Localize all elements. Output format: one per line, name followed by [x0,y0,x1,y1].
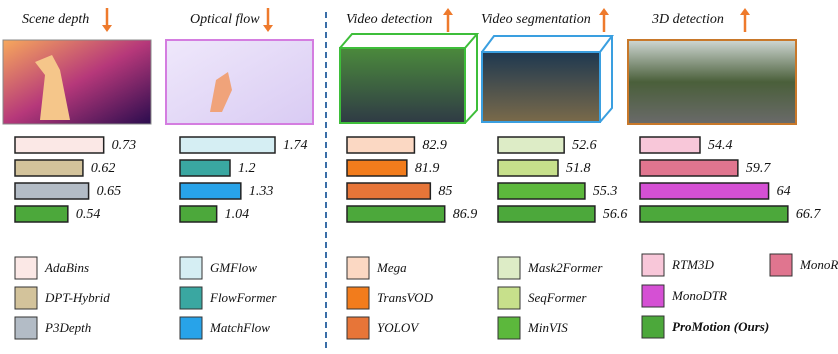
legend-swatch [497,286,521,310]
image [165,39,314,125]
bar [639,182,770,200]
value-label: 0.65 [97,184,122,199]
legend-label: SeqFormer [528,290,587,305]
legend-swatch [179,256,203,280]
legend-swatch [14,316,38,340]
image [2,39,152,125]
arrow-head [740,8,750,15]
legend-swatch [346,316,370,340]
value-label: 1.74 [283,138,308,153]
value-label: 0.62 [91,161,116,176]
value-label: 1.04 [225,207,250,222]
value-label: 54.4 [708,138,733,153]
legend-label: FlowFormer [209,290,277,305]
value-label: 82.9 [422,138,447,153]
panel-title: Optical flow [190,12,260,27]
legend-label: DPT-Hybrid [44,290,110,305]
legend-label: MonoRUn [799,257,838,272]
value-label: 1.2 [238,161,256,176]
value-label: 51.8 [566,161,591,176]
box-edge [481,35,614,123]
legend-label: MonoDTR [671,288,727,303]
value-label: 1.33 [249,184,273,199]
legend-swatch [346,286,370,310]
bar [179,182,242,200]
arrow-head [263,25,273,32]
legend-label: RTM3D [671,257,715,272]
bar [639,159,739,177]
legend-label: YOLOV [377,320,420,335]
legend-swatch [179,286,203,310]
legend-label: MinVIS [527,320,568,335]
value-label: 85 [438,184,452,199]
box-edge [339,33,480,124]
bar [639,205,789,223]
legend-label: Mega [376,260,407,275]
legend-swatch [769,253,793,277]
figure-shape [210,72,232,112]
legend-label: AdaBins [44,260,89,275]
legend-swatch [179,316,203,340]
value-label: 56.6 [603,207,628,222]
legend-swatch [14,286,38,310]
panel-title: Video detection [346,12,432,27]
bar [497,136,565,154]
legend-swatch [641,284,665,308]
arrow-head [443,8,453,15]
bar [346,159,408,177]
bar [346,205,446,223]
bar [346,182,432,200]
bar [14,159,84,177]
legend-swatch [497,316,521,340]
legend-label: ProMotion (Ours) [672,319,769,334]
bar [179,205,218,223]
value-label: 0.54 [76,207,101,222]
figure-shape [35,55,70,120]
legend-swatch [14,256,38,280]
value-label: 59.7 [746,161,772,176]
bar [497,159,559,177]
bar [497,182,586,200]
value-label: 52.6 [572,138,597,153]
legend-label: GMFlow [210,260,257,275]
legend-swatch [641,315,665,339]
bar [346,136,416,154]
panel-title: Scene depth [22,12,89,27]
legend-swatch [346,256,370,280]
legend-swatch [497,256,521,280]
bar [639,136,701,154]
arrow-head [599,8,609,15]
legend-label: TransVOD [377,290,434,305]
legend-swatch [641,253,665,277]
bar [497,205,596,223]
value-label: 64 [777,184,791,199]
value-label: 86.9 [453,207,478,222]
bar [14,136,105,154]
value-label: 55.3 [593,184,618,199]
bar [14,182,90,200]
image [627,39,797,125]
bar [14,205,69,223]
bar [179,159,231,177]
arrow-head [102,25,112,32]
legend-label: P3Depth [44,320,91,335]
image [481,51,601,123]
legend-label: Mask2Former [527,260,603,275]
value-label: 0.73 [112,138,137,153]
legend-label: MatchFlow [209,320,270,335]
panel-title: Video segmentation [481,12,591,27]
images [2,33,797,125]
bar [179,136,276,154]
panel-title: 3D detection [651,12,724,27]
value-label: 66.7 [796,207,822,222]
image [339,47,466,124]
value-label: 81.9 [415,161,440,176]
